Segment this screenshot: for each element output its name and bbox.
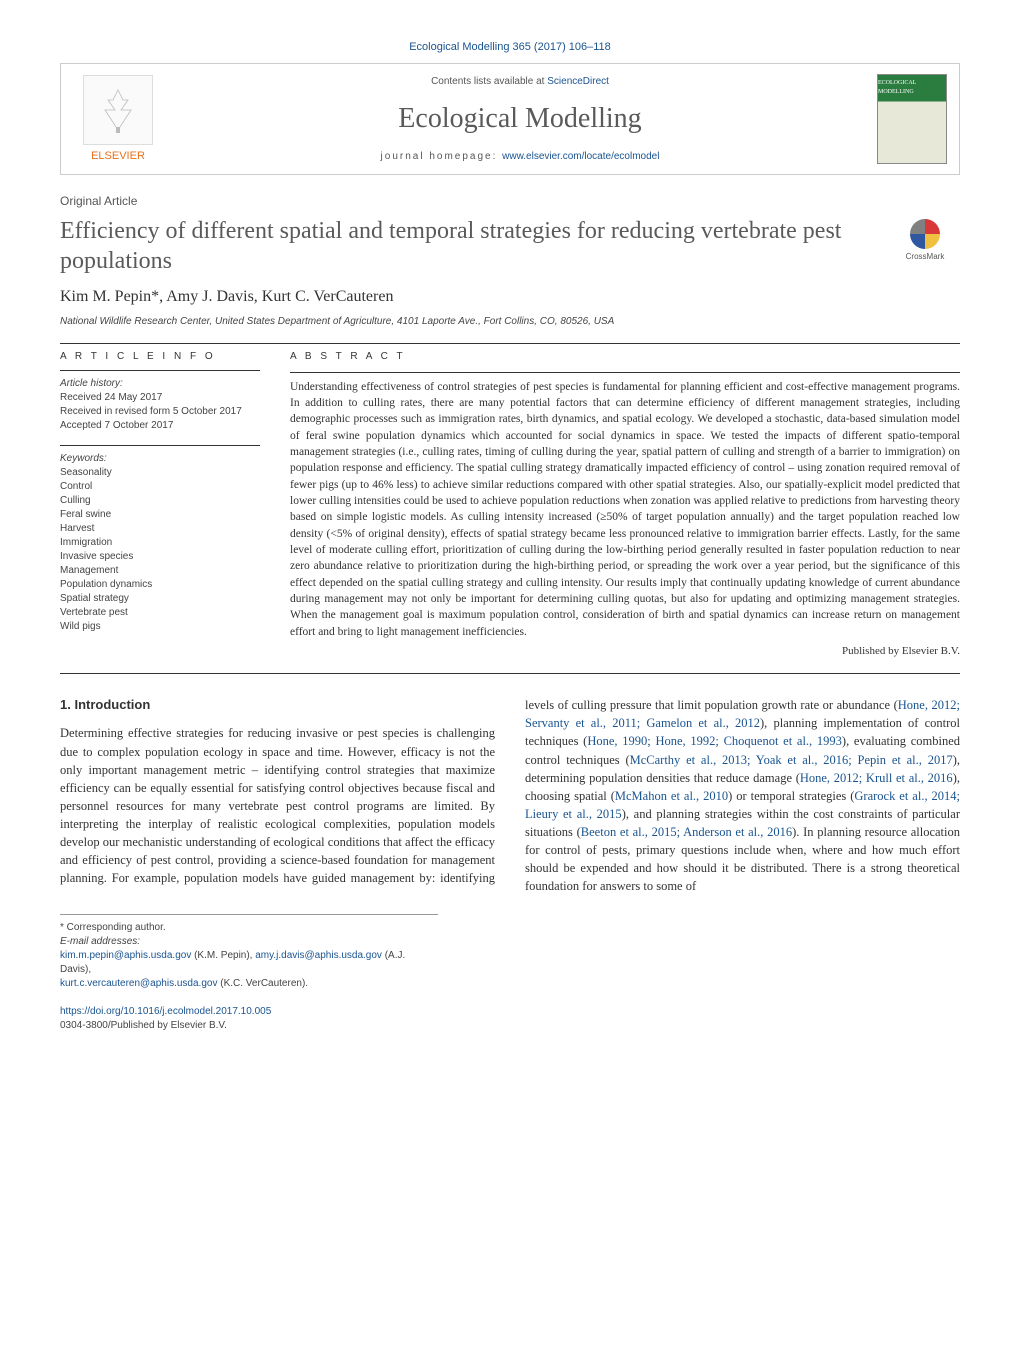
sciencedirect-link[interactable]: ScienceDirect xyxy=(547,76,609,87)
body-text: ) or temporal strategies ( xyxy=(728,789,854,803)
issn-line: 0304-3800/Published by Elsevier B.V. xyxy=(60,1020,227,1031)
crossmark-label: CrossMark xyxy=(906,251,945,262)
revised-date: Received in revised form 5 October 2017 xyxy=(60,405,260,419)
keyword-item: Immigration xyxy=(60,536,260,550)
publisher-label: ELSEVIER xyxy=(91,149,145,164)
citation-link[interactable]: Hone, 1990; Hone, 1992; Choquenot et al.… xyxy=(587,734,842,748)
keyword-item: Management xyxy=(60,564,260,578)
cover-label: ECOLOGICAL MODELLING xyxy=(878,79,946,96)
email-label: E-mail addresses: xyxy=(60,936,140,947)
affiliation: National Wildlife Research Center, Unite… xyxy=(60,315,960,329)
abstract-column: a b s t r a c t Understanding effectiven… xyxy=(290,350,960,660)
divider xyxy=(60,370,260,371)
publisher-line: Published by Elsevier B.V. xyxy=(290,644,960,659)
contents-line: Contents lists available at ScienceDirec… xyxy=(173,75,867,89)
crossmark-icon xyxy=(910,219,940,249)
crossmark-badge[interactable]: CrossMark xyxy=(890,216,960,264)
homepage-prefix: journal homepage: xyxy=(381,151,503,162)
contents-prefix: Contents lists available at xyxy=(431,76,547,87)
elsevier-tree-icon xyxy=(83,75,153,145)
article-type: Original Article xyxy=(60,193,960,210)
keywords-list: SeasonalityControlCullingFeral swineHarv… xyxy=(60,466,260,634)
section-heading: 1. Introduction xyxy=(60,696,495,714)
publisher-block: ELSEVIER xyxy=(73,75,163,164)
divider xyxy=(60,343,960,344)
doi-link[interactable]: https://doi.org/10.1016/j.ecolmodel.2017… xyxy=(60,1006,271,1017)
abstract-text: Understanding effectiveness of control s… xyxy=(290,379,960,640)
header-center: Contents lists available at ScienceDirec… xyxy=(163,75,877,164)
journal-cover-thumbnail: ECOLOGICAL MODELLING xyxy=(877,74,947,164)
citation-link[interactable]: McMahon et al., 2010 xyxy=(615,789,728,803)
footnotes: * Corresponding author. E-mail addresses… xyxy=(60,914,438,991)
abstract-heading: a b s t r a c t xyxy=(290,350,960,364)
citation-link[interactable]: McCarthy et al., 2013; Yoak et al., 2016… xyxy=(630,753,953,767)
keyword-item: Vertebrate pest xyxy=(60,606,260,620)
authors-line: Kim M. Pepin*, Amy J. Davis, Kurt C. Ver… xyxy=(60,286,960,308)
keyword-item: Culling xyxy=(60,494,260,508)
journal-reference: Ecological Modelling 365 (2017) 106–118 xyxy=(60,40,960,55)
keyword-item: Seasonality xyxy=(60,466,260,480)
article-title: Efficiency of different spatial and temp… xyxy=(60,216,876,276)
article-info-column: a r t i c l e i n f o Article history: R… xyxy=(60,350,260,660)
body-columns: 1. Introduction Determining effective st… xyxy=(60,696,960,895)
homepage-link[interactable]: www.elsevier.com/locate/ecolmodel xyxy=(502,151,659,162)
journal-name: Ecological Modelling xyxy=(173,99,867,138)
keyword-item: Invasive species xyxy=(60,550,260,564)
author-name-suffix: (K.C. VerCauteren). xyxy=(217,978,308,989)
section-title: Introduction xyxy=(74,697,150,712)
corresponding-author-label: * Corresponding author. xyxy=(60,921,438,935)
journal-header-box: ELSEVIER Contents lists available at Sci… xyxy=(60,63,960,175)
keyword-item: Feral swine xyxy=(60,508,260,522)
received-date: Received 24 May 2017 xyxy=(60,391,260,405)
footer-meta: https://doi.org/10.1016/j.ecolmodel.2017… xyxy=(60,1005,960,1033)
homepage-line: journal homepage: www.elsevier.com/locat… xyxy=(173,150,867,164)
keyword-item: Wild pigs xyxy=(60,620,260,634)
author-email-link[interactable]: amy.j.davis@aphis.usda.gov xyxy=(255,950,382,961)
keyword-item: Control xyxy=(60,480,260,494)
section-number: 1. xyxy=(60,697,71,712)
keyword-item: Population dynamics xyxy=(60,578,260,592)
author-email-link[interactable]: kim.m.pepin@aphis.usda.gov xyxy=(60,950,191,961)
keywords-label: Keywords: xyxy=(60,452,260,466)
divider xyxy=(290,372,960,373)
citation-link[interactable]: Hone, 2012; Krull et al., 2016 xyxy=(800,771,953,785)
author-email-link[interactable]: kurt.c.vercauteren@aphis.usda.gov xyxy=(60,978,217,989)
citation-link[interactable]: Beeton et al., 2015; Anderson et al., 20… xyxy=(581,825,792,839)
accepted-date: Accepted 7 October 2017 xyxy=(60,419,260,433)
body-text: Determining effective strategies for red… xyxy=(60,726,495,867)
divider xyxy=(60,445,260,446)
keyword-item: Spatial strategy xyxy=(60,592,260,606)
section-divider xyxy=(60,673,960,674)
history-label: Article history: xyxy=(60,377,260,391)
article-info-heading: a r t i c l e i n f o xyxy=(60,350,260,364)
author-name-suffix: (K.M. Pepin), xyxy=(191,950,255,961)
keyword-item: Harvest xyxy=(60,522,260,536)
body-paragraph: Determining effective strategies for red… xyxy=(60,696,960,895)
